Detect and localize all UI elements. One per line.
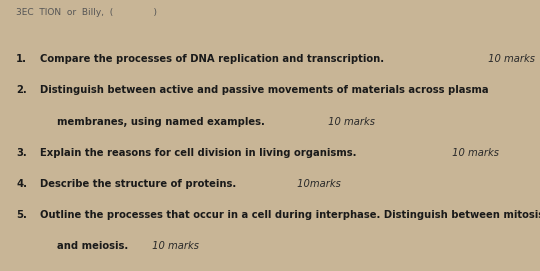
- Text: Explain the reasons for cell division in living organisms.: Explain the reasons for cell division in…: [40, 148, 357, 158]
- Text: 4.: 4.: [16, 179, 27, 189]
- Text: 5.: 5.: [16, 210, 27, 220]
- Text: 2.: 2.: [16, 85, 27, 95]
- Text: 10 marks: 10 marks: [148, 241, 199, 251]
- Text: 3.: 3.: [16, 148, 27, 158]
- Text: Describe the structure of proteins.: Describe the structure of proteins.: [40, 179, 237, 189]
- Text: 3EC  TION  or  Billy,  (              ): 3EC TION or Billy, ( ): [16, 8, 157, 17]
- Text: Distinguish between active and passive movements of materials across plasma: Distinguish between active and passive m…: [40, 85, 489, 95]
- Text: Compare the processes of DNA replication and transcription.: Compare the processes of DNA replication…: [40, 54, 384, 64]
- Text: membranes, using named examples.: membranes, using named examples.: [57, 117, 265, 127]
- Text: 10 marks: 10 marks: [325, 117, 375, 127]
- Text: 10 marks: 10 marks: [449, 148, 499, 158]
- Text: Outline the processes that occur in a cell during interphase. Distinguish betwee: Outline the processes that occur in a ce…: [40, 210, 540, 220]
- Text: 10 marks: 10 marks: [484, 54, 535, 64]
- Text: and meiosis.: and meiosis.: [57, 241, 128, 251]
- Text: 10marks: 10marks: [294, 179, 341, 189]
- Text: 1.: 1.: [16, 54, 27, 64]
